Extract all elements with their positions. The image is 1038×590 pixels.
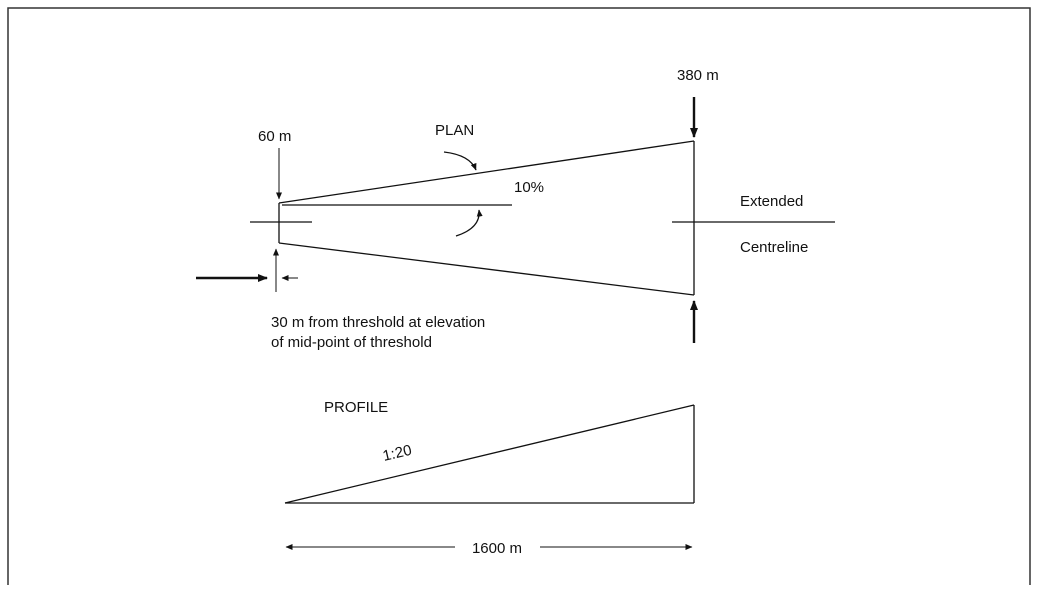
outer-frame	[7, 7, 1031, 590]
label-profile: PROFILE	[324, 399, 388, 416]
label-offset-line1: 30 m from threshold at elevation	[271, 314, 485, 331]
lower-divergent-edge	[278, 242, 695, 296]
label-slope: 1:20	[381, 442, 413, 465]
plan-leader-arrow	[443, 151, 477, 171]
upper-divergent-edge	[278, 140, 695, 204]
label-plan: PLAN	[435, 122, 474, 139]
plan-view	[250, 140, 835, 296]
label-extended: Extended	[740, 193, 803, 210]
profile-slope-line	[284, 404, 695, 504]
profile-view	[284, 404, 695, 504]
label-length: 1600 m	[472, 540, 522, 557]
label-380m: 380 m	[677, 67, 719, 84]
plan-dimension-arrows	[196, 97, 698, 343]
label-divergence: 10%	[514, 179, 544, 196]
label-offset-line2: of mid-point of threshold	[271, 334, 432, 351]
divergence-angle-arrow	[455, 209, 483, 237]
label-60m: 60 m	[258, 128, 291, 145]
label-centreline: Centreline	[740, 239, 808, 256]
